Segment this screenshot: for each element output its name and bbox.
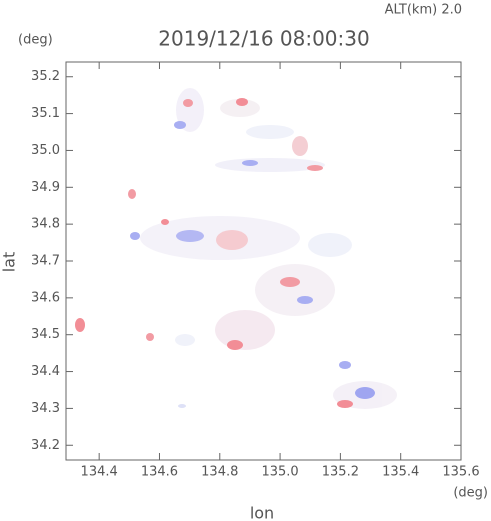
x-unit: (deg) (453, 486, 488, 501)
y-tick-label: 34.7 (31, 254, 60, 269)
echo (220, 99, 260, 117)
y-tick-label: 34.8 (31, 217, 60, 232)
echo (175, 334, 195, 346)
x-tick-label: 134.6 (141, 465, 178, 480)
echo (236, 98, 248, 106)
echo (308, 233, 352, 257)
echo (128, 189, 136, 199)
echo (146, 333, 154, 341)
echo (216, 230, 248, 250)
x-tick-label: 134.4 (81, 465, 118, 480)
y-tick-label: 34.4 (31, 364, 60, 379)
echo (297, 296, 313, 304)
echo (215, 158, 325, 172)
echo (280, 277, 300, 287)
echo (174, 121, 186, 129)
y-unit: (deg) (18, 33, 53, 48)
y-tick-label: 34.9 (31, 180, 60, 195)
echo (75, 318, 85, 332)
y-tick-label: 34.5 (31, 327, 60, 342)
y-tick-label: 35.1 (31, 106, 60, 121)
y-axis-label: lat (0, 252, 19, 273)
y-tick-label: 34.6 (31, 290, 60, 305)
echo (355, 387, 375, 399)
x-tick-label: 135.0 (261, 465, 298, 480)
y-tick-label: 35.0 (31, 143, 60, 158)
radar-echoes (75, 88, 397, 409)
x-tick-label: 134.8 (201, 465, 238, 480)
echo (339, 361, 351, 369)
echo (307, 165, 323, 171)
x-tick-label: 135.2 (322, 465, 359, 480)
chart-title: 2019/12/16 08:00:30 (158, 27, 369, 51)
echo (176, 88, 204, 132)
echo (183, 99, 193, 107)
altitude-label: ALT(km) 2.0 (385, 3, 462, 18)
echo (246, 125, 294, 139)
echo (178, 404, 186, 408)
echo (242, 160, 258, 166)
echo (337, 400, 353, 408)
x-tick-label: 135.6 (442, 465, 479, 480)
echo (130, 232, 140, 240)
echo (292, 136, 308, 156)
echo (161, 219, 169, 225)
echo (227, 340, 243, 350)
y-tick-label: 34.2 (31, 438, 60, 453)
plot-frame (65, 61, 462, 461)
echo (176, 230, 204, 242)
y-tick-label: 35.2 (31, 69, 60, 84)
x-tick-label: 135.4 (382, 465, 419, 480)
y-tick-label: 34.3 (31, 401, 60, 416)
x-axis-label: lon (250, 504, 274, 521)
echo (255, 264, 335, 316)
echo (215, 310, 275, 350)
